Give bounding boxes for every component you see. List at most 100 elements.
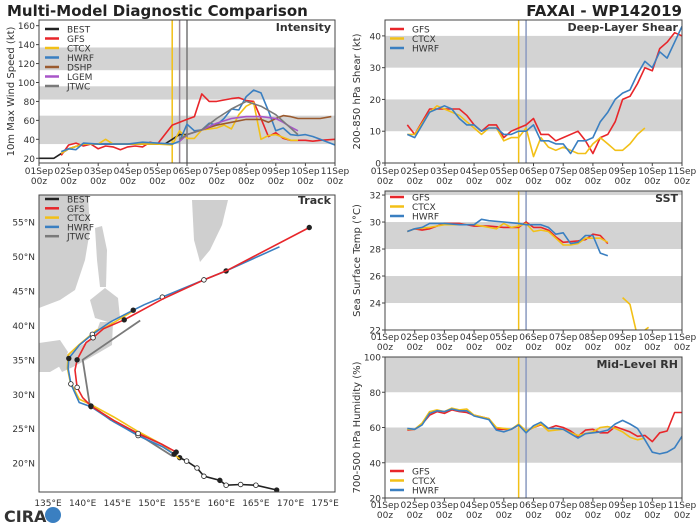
x-tick-label: 09Sep — [608, 333, 637, 343]
track-point-marker — [130, 307, 136, 313]
land-mass — [57, 322, 113, 372]
track-line-ctcx — [66, 310, 181, 460]
x-tick-label: 00z — [585, 177, 601, 187]
lat-tick-label: 30°N — [12, 391, 35, 401]
lat-tick-label: 40°N — [12, 322, 35, 332]
legend-label: GFS — [412, 468, 430, 478]
x-tick-label: 00z — [585, 511, 601, 521]
y-tick-label: 40 — [370, 459, 382, 469]
x-tick-label: 00z — [644, 343, 660, 353]
plot-frame — [38, 194, 336, 493]
series-line-hwrf — [407, 218, 609, 257]
track-point-marker — [223, 482, 229, 488]
track-point-marker — [253, 482, 259, 488]
x-tick-label: 00z — [149, 177, 165, 187]
track-point-marker — [66, 355, 72, 362]
lat-tick-label: 25°N — [12, 425, 35, 435]
x-tick-label: 03Sep — [430, 501, 459, 511]
y-tick-label: 30 — [370, 64, 382, 74]
track-point-marker — [201, 473, 207, 479]
x-tick-label: 00z — [436, 511, 452, 521]
x-tick-label: 05Sep — [490, 501, 519, 511]
x-tick-label: 00z — [496, 343, 512, 353]
y-tick-label: 40 — [370, 32, 382, 42]
x-tick-label: 00z — [179, 177, 195, 187]
x-tick-label: 00z — [644, 511, 660, 521]
x-tick-label: 00z — [61, 177, 77, 187]
y-tick-label: 120 — [18, 60, 35, 70]
y-tick-label: 40 — [24, 136, 36, 146]
x-tick-label: 00z — [268, 177, 284, 187]
y-tick-label: 60 — [370, 424, 382, 434]
land-mass — [95, 226, 107, 287]
y-tick-label: 20 — [370, 96, 382, 106]
storm-id: FAXAI - WP142019 — [526, 2, 682, 20]
track-point-marker — [173, 449, 179, 455]
x-tick-label: 00z — [377, 511, 393, 521]
y-axis-label: 10m Max Wind Speed (kt) — [6, 26, 17, 156]
x-tick-label: 00z — [615, 511, 631, 521]
x-tick-label: 00z — [377, 177, 393, 187]
y-tick-label: 24 — [370, 300, 382, 310]
x-tick-label: 03Sep — [430, 333, 459, 343]
x-tick-label: 06Sep — [173, 167, 202, 177]
lon-tick-label: 140°E — [69, 499, 97, 509]
y-tick-label: 20 — [24, 155, 36, 165]
x-tick-label: 08Sep — [579, 501, 608, 511]
x-tick-label: 00z — [674, 511, 690, 521]
x-tick-label: 09Sep — [608, 167, 637, 177]
x-tick-label: 00z — [525, 343, 541, 353]
lon-tick-label: 150°E — [138, 499, 166, 509]
track-panel: 135°E 140°E 145°E 150°E 155°E 160°E 165°E 170°E… — [12, 194, 339, 509]
track-point-marker — [217, 477, 223, 484]
x-tick-label: 11Sep — [668, 501, 697, 511]
y-axis-label: 700-500 hPa Humidity (%) — [352, 361, 363, 493]
x-tick-label: 11Sep — [668, 333, 697, 343]
panel-title: SST — [655, 192, 678, 205]
y-tick-label: 0 — [375, 160, 381, 170]
legend-label: CTCX — [67, 214, 91, 224]
x-tick-label: 00z — [674, 177, 690, 187]
x-tick-label: 07Sep — [549, 501, 578, 511]
lon-tick-label: 155°E — [173, 499, 201, 509]
x-tick-label: 00z — [674, 343, 690, 353]
y-tick-label: 140 — [18, 41, 35, 51]
land-mass — [39, 195, 90, 308]
legend-label: GFS — [67, 35, 85, 45]
legend-label: BEST — [67, 26, 91, 36]
panel-title: Deep-Layer Shear — [567, 21, 678, 34]
x-tick-label: 00z — [31, 177, 47, 187]
x-tick-label: 03Sep — [84, 167, 113, 177]
x-tick-label: 00z — [496, 177, 512, 187]
lat-tick-label: 35°N — [12, 356, 35, 366]
x-tick-label: 01Sep — [371, 167, 400, 177]
track-point-marker — [273, 487, 280, 492]
x-tick-label: 11Sep — [321, 167, 350, 177]
lon-tick-label: 160°E — [208, 499, 236, 509]
track-point-marker — [201, 277, 207, 283]
lon-tick-label: 135°E — [34, 499, 62, 509]
shaded-band — [385, 35, 682, 68]
legend-label: HWRF — [67, 54, 94, 64]
legend-label: DSHP — [67, 64, 92, 74]
x-tick-label: 02Sep — [400, 333, 429, 343]
x-tick-label: 05Sep — [490, 167, 519, 177]
x-tick-label: 06Sep — [519, 333, 548, 343]
track-point-marker — [135, 430, 141, 437]
shaded-band — [385, 222, 682, 250]
legend-label: HWRF — [412, 45, 439, 55]
x-tick-label: 08Sep — [232, 167, 261, 177]
shear-panel: 01020304001Sep00z02Sep00z03Sep00z04Sep00… — [352, 19, 696, 187]
track-point-marker — [183, 458, 190, 464]
lat-tick-label: 20°N — [12, 460, 35, 470]
x-tick-label: 01Sep — [371, 333, 400, 343]
y-tick-label: 32 — [370, 192, 381, 202]
shaded-band — [385, 191, 682, 196]
y-tick-label: 60 — [24, 117, 36, 127]
legend-label: CTCX — [67, 45, 91, 55]
y-tick-label: 80 — [24, 98, 36, 108]
y-tick-label: 20 — [370, 495, 382, 505]
x-tick-label: 00z — [407, 511, 423, 521]
y-tick-label: 22 — [370, 327, 381, 337]
